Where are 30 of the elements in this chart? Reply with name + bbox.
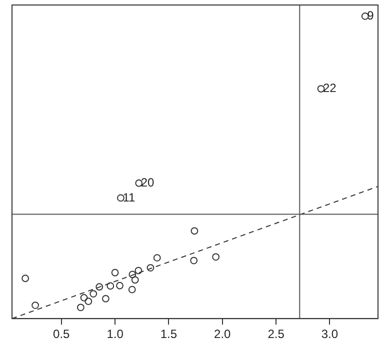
point [80,294,88,302]
point [146,264,154,272]
x-tick-label: 1.0 [106,327,124,342]
point [102,294,110,302]
point [84,298,92,306]
x-tick-label: 2.5 [268,327,285,342]
point [128,270,136,278]
point [32,302,39,309]
x-tick-label: 0.5 [53,327,70,342]
point [131,276,139,284]
point [190,227,198,235]
x-tick-label: 3.0 [321,327,338,342]
point [134,266,142,274]
point [90,290,98,298]
point [22,274,30,282]
point [111,268,119,276]
point [128,286,136,294]
annotation: 11 [122,190,136,204]
point [153,254,161,262]
x-tick-label: 2.0 [214,327,232,342]
x-tick-label: 1.5 [160,327,178,342]
annotation: 9 [367,8,374,22]
point [76,304,84,312]
point [96,283,104,291]
annotation: 22 [323,81,337,96]
point [190,256,198,264]
point [116,282,124,290]
point [212,253,220,261]
point [106,282,114,290]
annotation: 20 [140,175,155,190]
